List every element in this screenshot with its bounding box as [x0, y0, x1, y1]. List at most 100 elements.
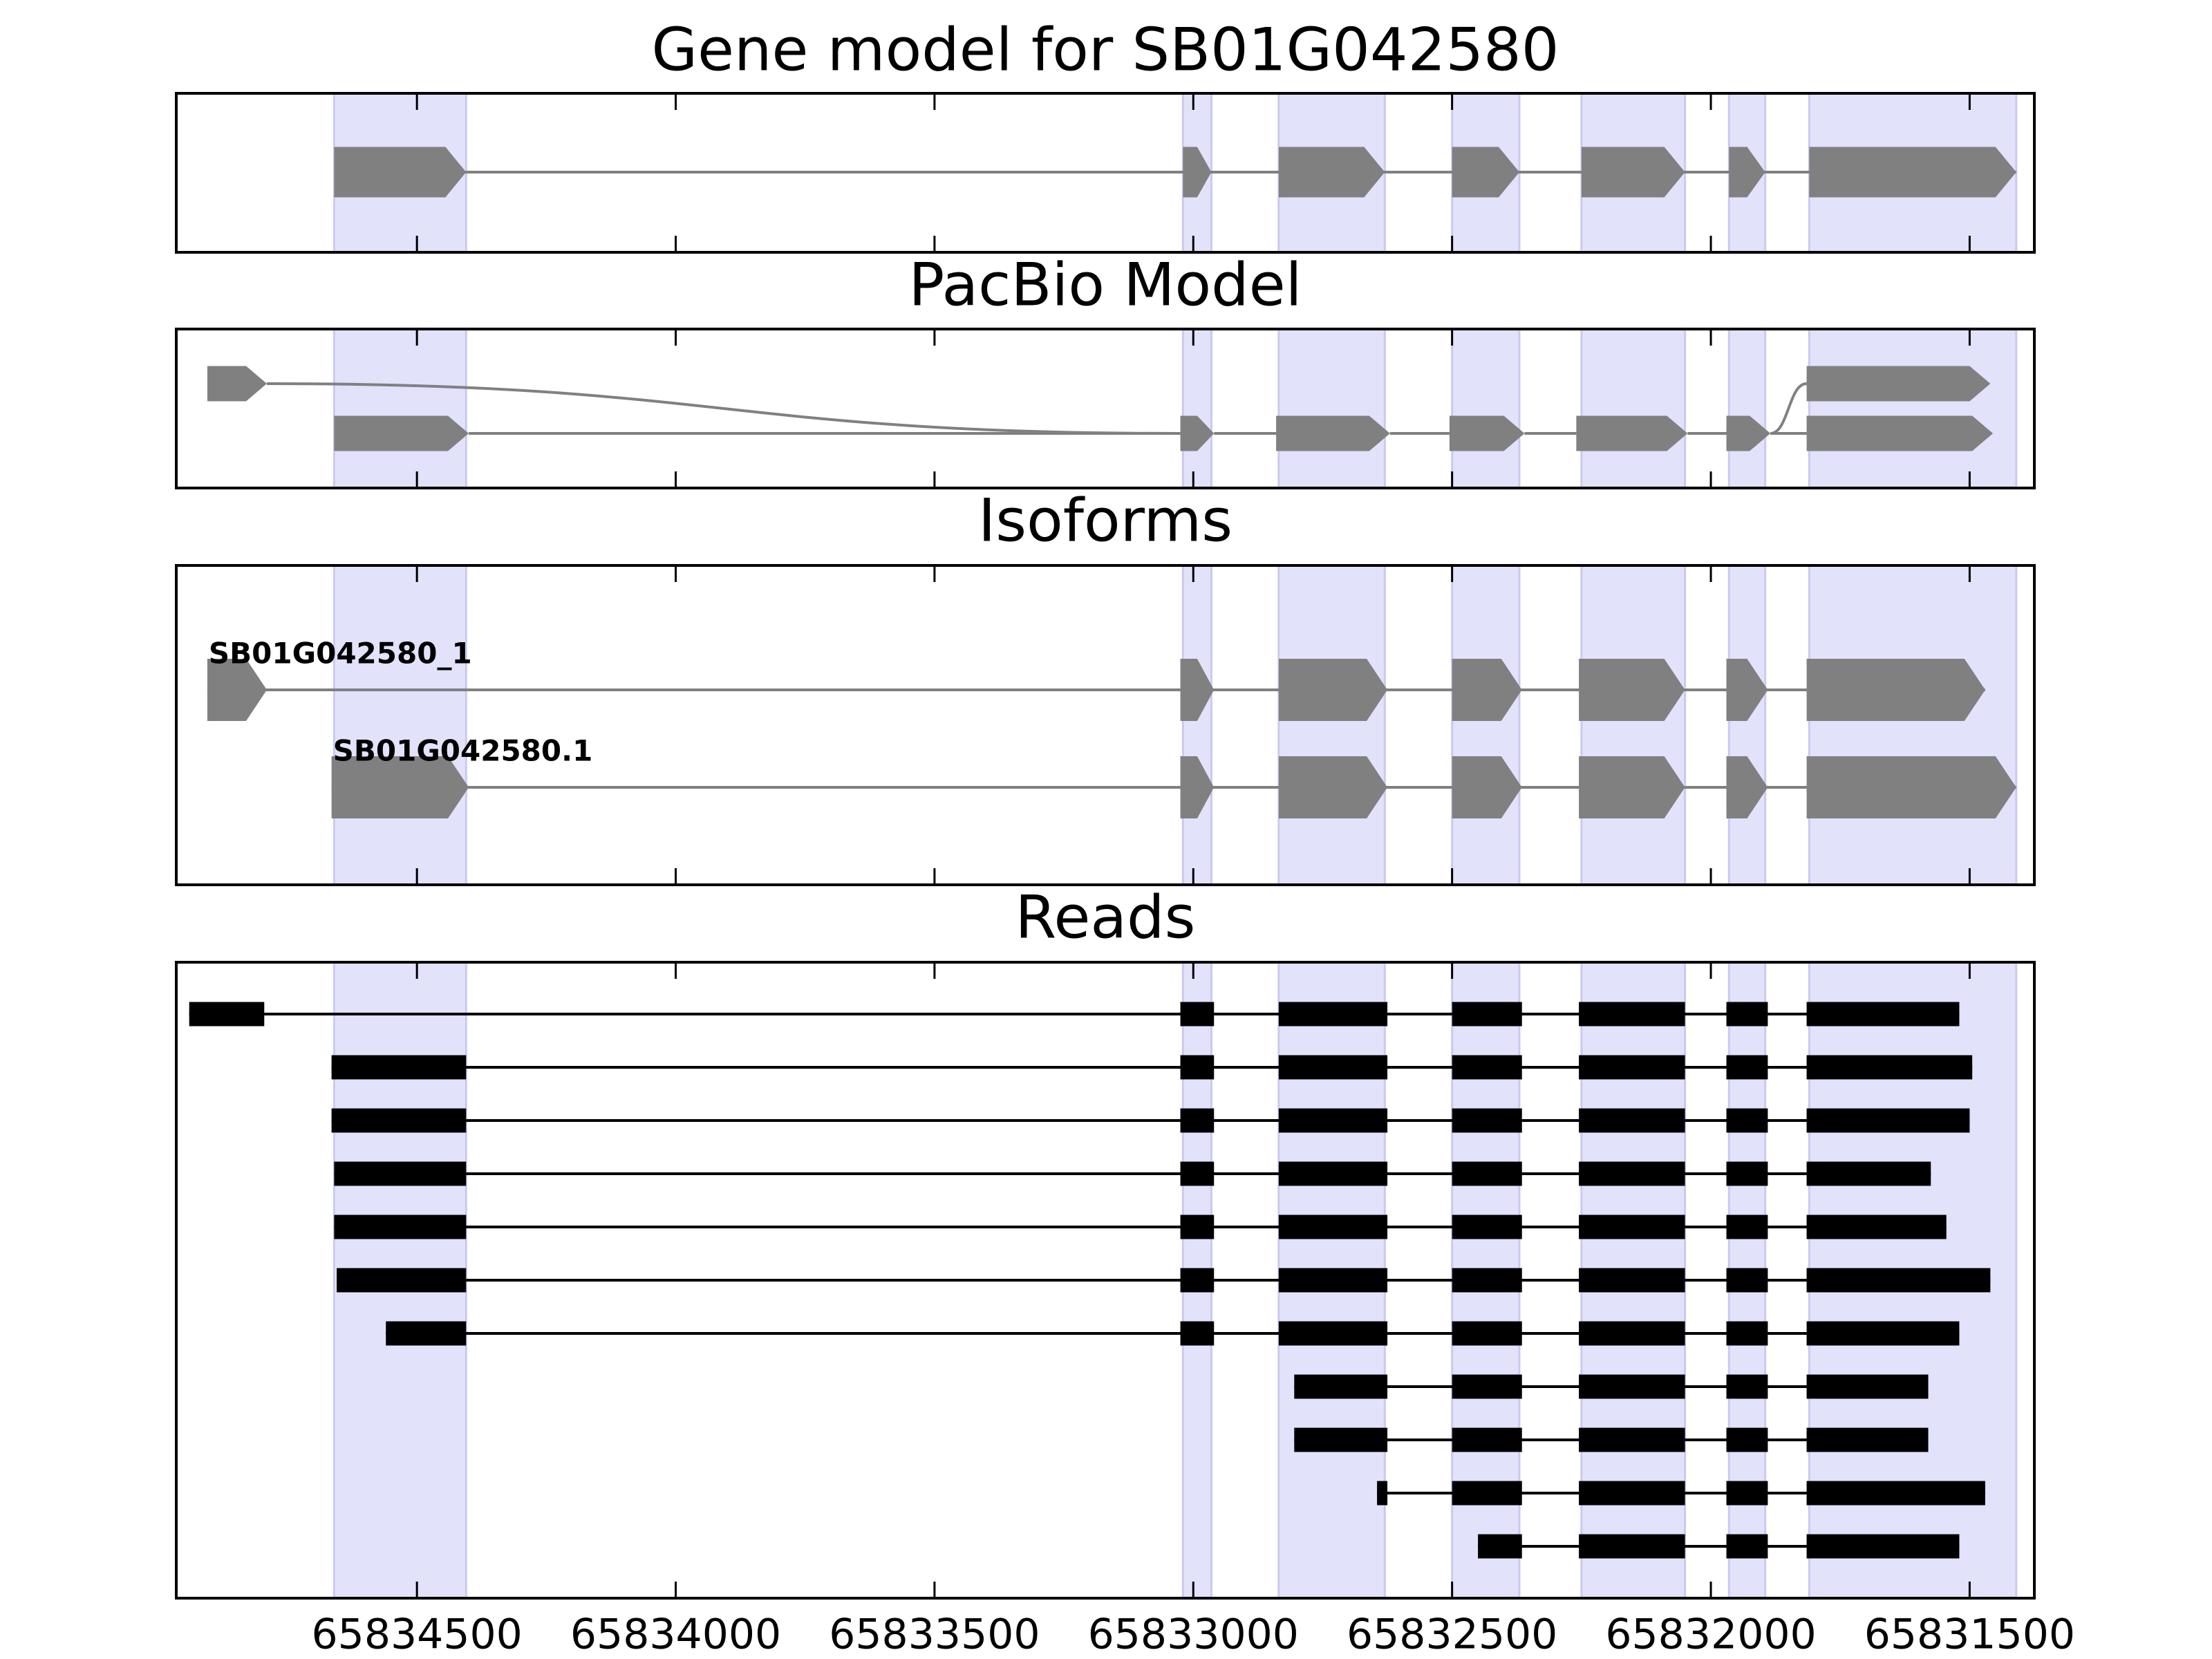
read-block	[1452, 1268, 1522, 1293]
read-block	[1579, 1534, 1685, 1559]
read-block	[1726, 1374, 1768, 1399]
read-block	[1180, 1055, 1215, 1080]
read-block	[1452, 1427, 1522, 1452]
isoform-exon	[1180, 756, 1215, 818]
isoform-exon	[1579, 756, 1685, 818]
exon-highlight	[1727, 564, 1767, 886]
read-block	[1806, 1427, 1929, 1452]
exon	[1581, 147, 1685, 198]
panel-title: Isoforms	[978, 486, 1232, 555]
read-block	[386, 1321, 467, 1346]
isoform-exon	[1579, 659, 1685, 721]
read-block	[1806, 1321, 1960, 1346]
panel	[207, 564, 2018, 886]
read-block	[1726, 1268, 1768, 1293]
x-tick-label: 65834500	[311, 1611, 522, 1659]
read-block	[1180, 1268, 1215, 1293]
read-block	[1278, 1215, 1388, 1239]
read-block	[1180, 1108, 1215, 1133]
x-tick-label: 65833000	[1088, 1611, 1299, 1659]
read-block	[1806, 1481, 1985, 1506]
graph-node	[1576, 415, 1688, 451]
panel-frame	[175, 564, 2036, 886]
isoform-exon	[207, 659, 268, 721]
read-block	[1806, 1002, 1960, 1027]
isoform-exon	[1726, 659, 1768, 721]
exon	[1809, 147, 2016, 198]
read-block	[334, 1161, 467, 1186]
read-block	[1452, 1321, 1522, 1346]
read-block	[1579, 1481, 1685, 1506]
read-block	[1278, 1321, 1388, 1346]
isoform-exon	[1452, 756, 1522, 818]
read-block	[189, 1002, 265, 1027]
graph-edge	[267, 382, 1181, 435]
read-block	[1806, 1108, 1970, 1133]
graph-node	[1180, 415, 1215, 451]
read-block	[1180, 1321, 1215, 1346]
isoform-label: SB01G042580.1	[333, 734, 593, 768]
isoform-exon	[1278, 659, 1388, 721]
exon-highlight	[1727, 328, 1767, 489]
read-block	[331, 1055, 467, 1080]
isoform-exon	[1726, 756, 1768, 818]
exon-highlight	[1808, 564, 2018, 886]
read-block	[1278, 1161, 1388, 1186]
read-block	[331, 1108, 467, 1133]
exon	[1183, 147, 1212, 198]
panel-frame	[175, 961, 2036, 1600]
exon	[334, 147, 467, 198]
read-block	[337, 1268, 467, 1293]
read-block	[1278, 1268, 1388, 1293]
read-block	[1278, 1002, 1388, 1027]
panel	[207, 328, 2018, 489]
isoform-exon	[1180, 659, 1215, 721]
read-block	[1180, 1215, 1215, 1239]
panel	[332, 92, 2018, 254]
isoform-exon	[1452, 659, 1522, 721]
read-block	[1452, 1481, 1522, 1506]
read-block	[1452, 1374, 1522, 1399]
isoform-exon	[1806, 659, 1985, 721]
isoform-exon	[1278, 756, 1388, 818]
read-block	[1579, 1215, 1685, 1239]
read-block	[1452, 1215, 1522, 1239]
x-tick-label: 65832500	[1347, 1611, 1557, 1659]
read-block	[1180, 1002, 1215, 1027]
read-block	[1278, 1108, 1388, 1133]
read-block	[1579, 1161, 1685, 1186]
isoform-exon	[1806, 756, 2016, 818]
exon-highlight	[1181, 328, 1212, 489]
graph-edge	[1770, 382, 1807, 435]
read-block	[1726, 1321, 1768, 1346]
graph-node	[1806, 366, 1991, 402]
read-block	[1579, 1321, 1685, 1346]
read-block	[1726, 1161, 1768, 1186]
exon-highlight	[1181, 564, 1212, 886]
read-block	[1806, 1534, 1960, 1559]
read-block	[1726, 1534, 1768, 1559]
read-block	[334, 1215, 467, 1239]
read-block	[1806, 1374, 1929, 1399]
read-block	[1806, 1161, 1931, 1186]
isoform-label: SB01G042580_1	[209, 637, 472, 671]
read-block	[1726, 1002, 1768, 1027]
read-block	[1726, 1108, 1768, 1133]
read-block	[1579, 1002, 1685, 1027]
exon-highlight	[1580, 564, 1687, 886]
graph-node	[1726, 415, 1771, 451]
read-block	[1579, 1374, 1685, 1399]
read-block	[1806, 1055, 1973, 1080]
x-tick-label: 65831500	[1864, 1611, 2075, 1659]
exon-highlight	[1580, 328, 1687, 489]
panel-title: PacBio Model	[908, 250, 1302, 319]
read-block	[1452, 1002, 1522, 1027]
exon-highlight	[1451, 328, 1521, 489]
panel-title: Gene model for SB01G042580	[652, 15, 1559, 84]
exon-highlight	[332, 328, 467, 489]
read-block	[1579, 1427, 1685, 1452]
panel-title: Reads	[1015, 883, 1196, 952]
read-block	[1726, 1055, 1768, 1080]
read-block	[1579, 1108, 1685, 1133]
